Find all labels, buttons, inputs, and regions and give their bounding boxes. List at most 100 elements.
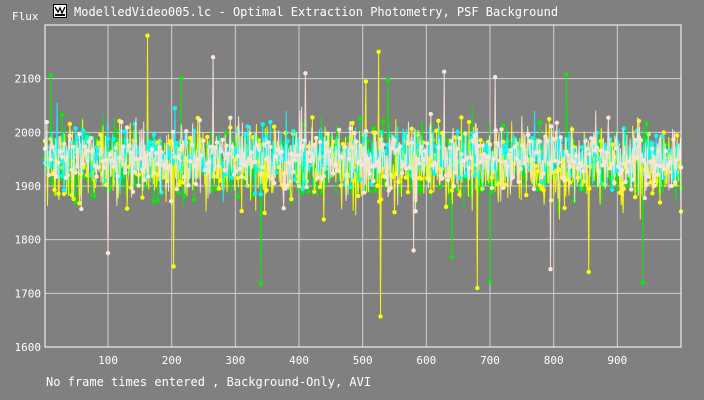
y-tick-label: 2000 bbox=[15, 126, 42, 139]
data-point bbox=[233, 147, 239, 152]
data-point bbox=[289, 197, 294, 202]
data-point bbox=[71, 144, 76, 150]
data-point bbox=[480, 186, 485, 191]
data-point bbox=[377, 169, 382, 174]
data-point bbox=[419, 144, 424, 150]
data-point bbox=[293, 158, 298, 163]
data-point bbox=[526, 132, 531, 137]
data-point bbox=[503, 159, 508, 165]
data-point bbox=[623, 179, 628, 185]
data-point bbox=[520, 143, 525, 148]
data-point bbox=[531, 186, 537, 192]
data-point bbox=[231, 151, 237, 157]
data-point bbox=[405, 189, 411, 195]
data-point bbox=[556, 160, 561, 165]
data-point bbox=[69, 140, 74, 146]
data-point bbox=[361, 190, 367, 195]
data-point bbox=[522, 161, 527, 166]
data-point bbox=[264, 134, 269, 139]
data-point bbox=[193, 181, 199, 187]
data-point bbox=[61, 191, 67, 197]
data-point bbox=[438, 184, 443, 189]
data-point bbox=[174, 140, 179, 146]
data-point bbox=[350, 120, 355, 126]
data-point bbox=[235, 194, 241, 199]
data-point bbox=[205, 134, 210, 140]
data-point bbox=[222, 167, 227, 172]
data-point bbox=[669, 183, 674, 189]
data-point bbox=[424, 141, 430, 146]
data-point bbox=[121, 144, 126, 149]
data-point bbox=[315, 175, 321, 180]
data-point bbox=[573, 153, 579, 159]
data-point bbox=[254, 143, 260, 148]
data-point bbox=[249, 150, 254, 155]
data-point bbox=[182, 174, 187, 180]
data-point bbox=[579, 163, 584, 168]
data-point bbox=[535, 149, 540, 155]
data-point bbox=[256, 146, 262, 151]
data-point bbox=[398, 144, 403, 149]
data-point bbox=[275, 164, 281, 170]
data-point bbox=[505, 163, 510, 169]
data-point bbox=[145, 145, 151, 151]
data-point bbox=[235, 154, 241, 159]
data-point bbox=[376, 49, 381, 54]
data-point bbox=[82, 144, 88, 149]
data-point bbox=[252, 159, 258, 165]
data-point bbox=[327, 149, 332, 154]
data-point bbox=[178, 166, 183, 171]
x-tick-label: 100 bbox=[98, 354, 118, 367]
data-point bbox=[654, 162, 659, 167]
data-point bbox=[140, 167, 145, 172]
data-point bbox=[392, 137, 397, 143]
data-point bbox=[489, 185, 495, 191]
data-point bbox=[291, 129, 296, 134]
data-point bbox=[247, 157, 252, 162]
data-point bbox=[613, 146, 619, 151]
data-point bbox=[610, 142, 615, 147]
data-point bbox=[569, 127, 575, 132]
data-point bbox=[648, 152, 653, 157]
data-point bbox=[81, 162, 86, 167]
data-point bbox=[640, 158, 645, 163]
x-tick-label: 600 bbox=[416, 354, 436, 367]
data-point bbox=[378, 197, 384, 202]
data-point bbox=[155, 162, 160, 167]
x-tick-label: 500 bbox=[353, 354, 373, 367]
data-point bbox=[180, 180, 185, 185]
data-point bbox=[365, 156, 370, 162]
series-line bbox=[44, 57, 682, 270]
data-point bbox=[478, 159, 483, 165]
data-point bbox=[218, 149, 223, 154]
data-point bbox=[102, 165, 107, 170]
x-tick-label: 700 bbox=[480, 354, 500, 367]
data-point bbox=[67, 121, 73, 127]
data-point bbox=[338, 183, 344, 188]
data-point bbox=[147, 151, 153, 156]
data-point bbox=[669, 148, 674, 153]
data-point bbox=[98, 152, 103, 157]
tick-labels: 100 200 300 400 500 600 700 800 900 1600 1700 1800 1… bbox=[15, 73, 628, 367]
data-point bbox=[617, 172, 623, 177]
data-point bbox=[652, 183, 657, 188]
data-point bbox=[508, 148, 514, 153]
data-point bbox=[428, 189, 433, 194]
data-point bbox=[650, 191, 655, 196]
data-point bbox=[203, 168, 208, 173]
data-point bbox=[69, 167, 74, 173]
data-point bbox=[77, 201, 82, 206]
data-point bbox=[172, 154, 178, 159]
data-point bbox=[132, 170, 137, 175]
data-point bbox=[434, 128, 439, 133]
data-point bbox=[195, 156, 200, 162]
data-point bbox=[390, 146, 395, 151]
data-point bbox=[96, 141, 101, 146]
data-point bbox=[302, 138, 307, 143]
data-point bbox=[304, 184, 309, 190]
data-point bbox=[619, 168, 624, 173]
y-tick-label: 1600 bbox=[15, 341, 42, 354]
data-point bbox=[113, 145, 118, 151]
data-point bbox=[426, 178, 432, 183]
data-point bbox=[392, 210, 397, 215]
